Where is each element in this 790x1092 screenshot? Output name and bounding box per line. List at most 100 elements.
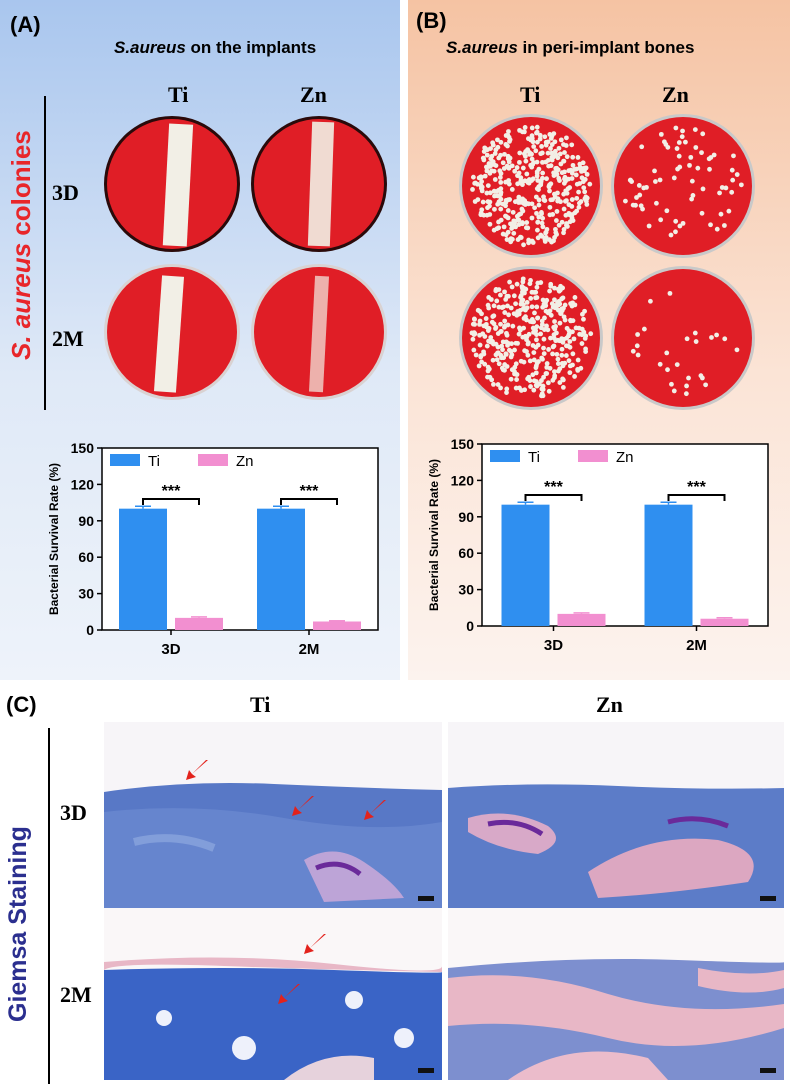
- colony-dot: [700, 186, 706, 192]
- colony-dot: [518, 175, 524, 181]
- colony-dot: [566, 202, 572, 208]
- colony-dot: [495, 382, 501, 387]
- colony-dot: [537, 132, 543, 138]
- colony-dot: [500, 339, 506, 345]
- colony-dot: [514, 377, 519, 382]
- colony-dot: [500, 160, 506, 166]
- colony-dot: [671, 175, 677, 181]
- colony-dot: [553, 230, 559, 235]
- colony-dot: [506, 159, 512, 165]
- chart-b-bar-ti-2m: [644, 504, 693, 626]
- colony-dot: [537, 136, 543, 142]
- colony-dot: [639, 144, 645, 150]
- colony-dot: [524, 299, 530, 305]
- colony-dot: [683, 139, 688, 145]
- colony-dot: [498, 179, 504, 185]
- colony-dot: [517, 180, 523, 186]
- colony-dot: [693, 339, 699, 344]
- colony-dot: [498, 206, 504, 212]
- chart-b-ytick-label: 0: [466, 618, 474, 634]
- chart-b-ytick-label: 120: [451, 472, 475, 488]
- colony-dot: [583, 165, 589, 171]
- colony-dot: [510, 323, 516, 329]
- colony-dot: [514, 165, 520, 170]
- colony-dot: [579, 341, 585, 346]
- colony-dot: [556, 175, 562, 181]
- colony-dot: [473, 352, 479, 358]
- colony-dot: [700, 131, 706, 137]
- colony-dot: [568, 317, 573, 323]
- colony-dot: [552, 234, 557, 240]
- colony-dot: [540, 297, 546, 303]
- colony-dot: [709, 335, 714, 340]
- colony-dot: [567, 344, 573, 350]
- colony-dot: [540, 224, 546, 230]
- colony-dot: [566, 210, 572, 216]
- colony-dot: [529, 215, 535, 221]
- colony-dot: [486, 294, 492, 300]
- colony-dot: [506, 293, 511, 299]
- colony-dot: [533, 148, 539, 154]
- colony-dot: [692, 127, 698, 133]
- colony-dot: [544, 364, 550, 370]
- dish-a-ti-3d: [104, 116, 240, 252]
- colony-dot: [571, 336, 577, 342]
- colony-dot: [549, 150, 555, 156]
- colony-dot: [502, 318, 508, 324]
- colony-dot: [545, 327, 551, 333]
- colony-dot: [489, 377, 495, 383]
- panel-a-row-2m: 2M: [52, 326, 84, 351]
- chart-b-legend-swatch-zn: [578, 450, 608, 462]
- colony-dot: [574, 181, 580, 187]
- colony-dot: [477, 321, 482, 327]
- colony-dot: [544, 226, 550, 232]
- colony-dot: [510, 209, 516, 215]
- colony-dot: [559, 336, 565, 342]
- colony-dot: [577, 161, 583, 167]
- colony-dot: [559, 361, 565, 366]
- colony-dot: [496, 287, 502, 293]
- colony-dot: [708, 222, 713, 228]
- colony-dot: [547, 308, 553, 314]
- colony-dot: [490, 142, 496, 148]
- colony-dot: [711, 152, 717, 158]
- colony-dot: [653, 179, 658, 184]
- colony-dot: [492, 177, 498, 182]
- colony-dot: [534, 129, 540, 135]
- colony-dot: [544, 297, 550, 303]
- colony-dot: [520, 334, 526, 340]
- chart-b-legend-swatch-ti: [490, 450, 520, 462]
- chart-b-ytick-label: 90: [458, 509, 474, 525]
- colony-dot: [506, 181, 512, 187]
- colony-dot: [565, 224, 570, 229]
- colony-dot: [486, 305, 492, 311]
- colony-dot: [486, 326, 492, 331]
- colony-dot: [548, 281, 554, 287]
- dish-a-ti-2m: [104, 264, 240, 400]
- colony-dot: [505, 197, 511, 203]
- colony-dot: [522, 348, 528, 354]
- colony-dot: [664, 350, 670, 356]
- colony-dot: [556, 222, 562, 228]
- colony-dot: [524, 337, 529, 343]
- colony-dot: [525, 147, 531, 153]
- colony-dot: [652, 168, 657, 174]
- colony-dot: [502, 151, 507, 157]
- colony-dot: [692, 330, 698, 336]
- chart-b-bar-zn-3d: [557, 613, 606, 626]
- chart-a-ytick-label: 120: [71, 476, 95, 492]
- colony-dot: [541, 345, 546, 351]
- colony-dot: [497, 168, 503, 174]
- colony-dot: [541, 351, 547, 357]
- colony-dot: [532, 205, 538, 211]
- panel-a-side-title-italic: S. aureus: [6, 242, 36, 360]
- colony-dot: [555, 307, 561, 313]
- colony-dot: [558, 137, 564, 143]
- colony-dot: [689, 196, 695, 202]
- colony-dot: [570, 329, 575, 335]
- colony-dot: [561, 227, 567, 232]
- colony-dot: [502, 310, 508, 315]
- colony-dot: [567, 339, 573, 344]
- colony-dot: [690, 192, 696, 198]
- colony-dot: [534, 295, 540, 300]
